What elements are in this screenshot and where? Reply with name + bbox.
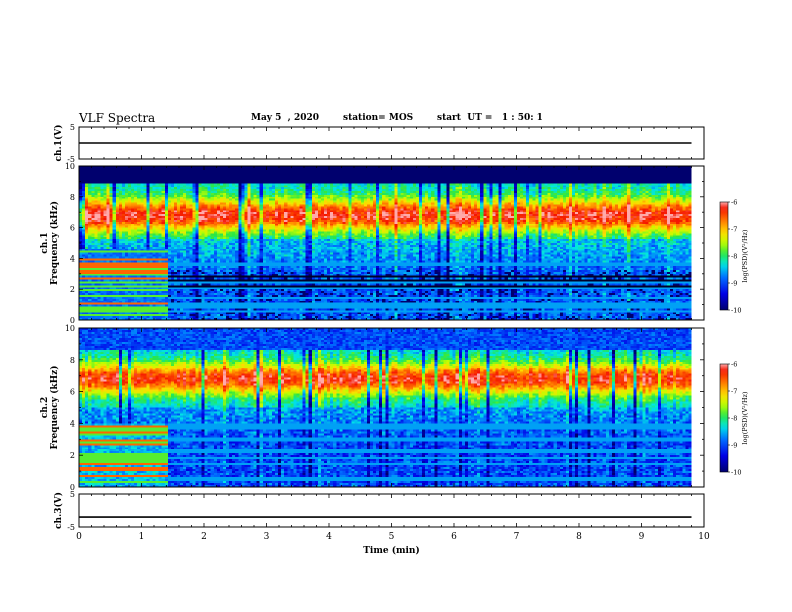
x-tick-label: 9 (639, 532, 645, 542)
x-axis-label: Time (min) (363, 545, 420, 556)
colorbar-tick-label: -9 (731, 442, 737, 450)
colorbar-label: log(PSD)(V²/Hz) (741, 229, 749, 282)
y-tick-labels-1: 5 -5 (67, 123, 75, 164)
y-tick-label: -5 (67, 523, 75, 532)
ch2-spectrogram-ylabel: Frequency (kHz) (49, 365, 60, 449)
y-tick-label: 0 (70, 483, 75, 492)
x-tick-label: 3 (264, 532, 270, 542)
ch2-spectrogram-image (79, 328, 692, 487)
y-tick-labels-4: 5 -5 (67, 490, 75, 532)
x-tick-label: 4 (326, 532, 332, 542)
y-tick-label: 0 (70, 316, 75, 325)
ch2-spectrogram-colorbar: -6 -7 -8 -9 -10 log(PSD)(V²/Hz) (719, 361, 749, 477)
y-tick-label: 4 (70, 254, 75, 263)
x-tick-label: 10 (698, 532, 710, 542)
x-tick-label: 6 (451, 532, 457, 542)
y-tick-label: 8 (70, 356, 75, 365)
y-tick-label: 10 (65, 162, 75, 171)
y-tick-label: 4 (70, 419, 75, 428)
y-tick-labels-3: 0 2 4 6 8 10 (65, 324, 75, 492)
colorbar-tick-label: -7 (731, 388, 737, 396)
colorbar-label: log(PSD)(V²/Hz) (741, 391, 749, 444)
colorbar-tick-label: -6 (731, 361, 737, 369)
figure-station: station= MOS (343, 113, 414, 123)
y-tick-label: 6 (70, 224, 75, 233)
y-tick-label: 8 (70, 193, 75, 202)
y-tick-label: -5 (67, 155, 75, 164)
x-tick-label: 5 (389, 532, 395, 542)
ch1-spectrogram-ylabel: Frequency (kHz) (49, 201, 60, 285)
figure-start-time: start UT = 1 : 50: 1 (437, 113, 543, 123)
figure-date: May 5 , 2020 (251, 113, 320, 123)
y-tick-label: 2 (70, 451, 75, 460)
colorbar-tick-label: -7 (731, 226, 737, 234)
colorbar-tick-label: -8 (731, 415, 737, 423)
ch1-spectrogram-image (79, 166, 692, 320)
y-tick-label: 5 (70, 490, 75, 499)
colorbar-tick-label: -10 (731, 307, 741, 315)
x-tick-label: 7 (514, 532, 520, 542)
y-tick-labels-2: 0 2 4 6 8 10 (65, 162, 75, 325)
colorbar-tick-label: -8 (731, 253, 737, 261)
ch1-voltage-ylabel: ch.1(V) (53, 125, 64, 162)
x-tick-label: 2 (201, 532, 207, 542)
y-tick-label: 2 (70, 285, 75, 294)
x-tick-labels: 0 1 2 3 4 5 6 7 8 9 10 (76, 532, 710, 542)
y-tick-label: 10 (65, 324, 75, 333)
y-tick-label: 5 (70, 123, 75, 132)
colorbar-tick-label: -9 (731, 280, 737, 288)
ch2-spectrogram-channel-label: ch.2 (40, 397, 50, 418)
ch3-voltage-ylabel: ch.3(V) (53, 492, 64, 529)
ch1-spectrogram-colorbar: -6 -7 -8 -9 -10 log(PSD)(V²/Hz) (719, 199, 749, 315)
x-tick-label: 0 (76, 532, 82, 542)
figure-title: VLF Spectra (79, 111, 156, 125)
colorbar-tick-label: -6 (731, 199, 737, 207)
colorbar-tick-label: -10 (731, 469, 741, 477)
ch1-spectrogram-channel-label: ch.1 (40, 232, 50, 253)
panel-frame-4 (78, 493, 705, 528)
y-tick-label: 6 (70, 388, 75, 397)
x-tick-label: 1 (139, 532, 145, 542)
x-tick-label: 8 (576, 532, 582, 542)
